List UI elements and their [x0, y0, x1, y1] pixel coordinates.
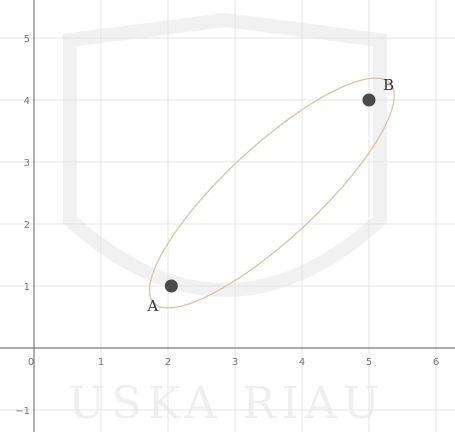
y-tick-label: 3	[24, 158, 30, 169]
y-tick-label: −1	[15, 406, 30, 417]
y-tick-label: 1	[24, 282, 30, 293]
tick-labels: 0 1 2 3 4 5 6 5 4 3 2 1 −1	[15, 34, 439, 417]
watermark: USKA RIAU	[63, 12, 387, 429]
ellipse-curve	[148, 77, 395, 309]
watermark-shield-shape	[63, 12, 387, 297]
plot-series: AB	[146, 76, 395, 315]
point-label-a: A	[146, 297, 158, 315]
x-tick-label: 2	[165, 357, 171, 368]
x-tick-label: 3	[232, 357, 238, 368]
x-tick-label: 6	[433, 357, 439, 368]
x-tick-label: 1	[98, 357, 104, 368]
y-tick-label: 5	[24, 34, 30, 45]
x-tick-label: 5	[366, 357, 372, 368]
point-a	[164, 279, 178, 293]
x-tick-label: 4	[299, 357, 305, 368]
point-label-b: B	[383, 76, 394, 94]
watermark-text: USKA RIAU	[68, 378, 385, 429]
point-b	[362, 93, 376, 107]
x-tick-label: 0	[28, 357, 34, 368]
y-tick-label: 2	[24, 220, 30, 231]
y-tick-label: 4	[24, 96, 30, 107]
